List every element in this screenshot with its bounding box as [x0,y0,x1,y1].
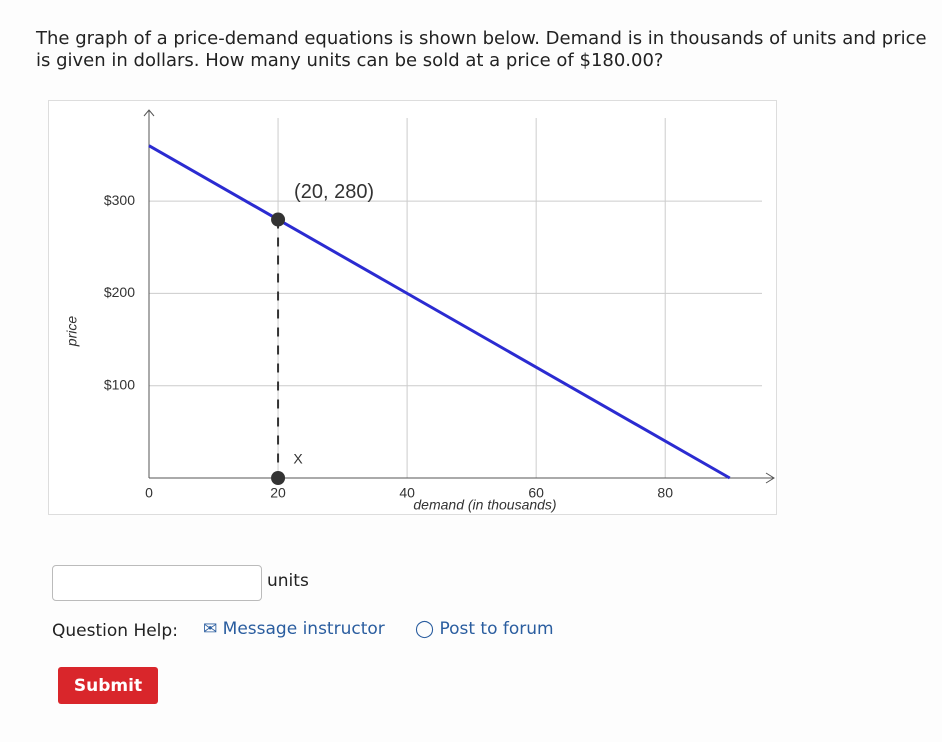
point [271,212,286,227]
data-line [148,144,731,480]
x-tick-label: 40 [399,485,415,501]
submit-button[interactable]: Submit [58,667,158,704]
question-text: The graph of a price-demand equations is… [36,28,927,71]
x-tick-label: 20 [270,485,286,501]
y-tick-label: $100 [104,376,135,392]
y-tick-label: $200 [104,284,135,300]
x-axis [149,472,775,484]
link-text: Message instructor [222,619,385,639]
units-label: units [267,571,309,591]
point-label: (20, 280) [294,181,374,203]
link-text: Post to forum [439,619,554,639]
post-to-forum-link[interactable]: ◯ Post to forum [415,619,554,639]
x-axis-label: demand (in thousands) [413,497,556,513]
point [271,471,286,485]
y-axis-label: price [64,316,80,348]
x-tick-label: 80 [657,485,673,501]
y-tick-label: $300 [104,192,135,208]
message-instructor-link[interactable]: ✉ Message instructor [203,619,385,639]
chart: price demand (in thousands) 0 20 40 60 80 $10… [48,100,777,515]
y-axis [143,109,155,478]
answer-input[interactable] [52,565,262,601]
question-help-label: Question Help: [52,621,178,641]
x-tick-label: 0 [145,485,153,501]
x-tick-label: 60 [528,485,544,501]
point-label: X [293,451,303,467]
